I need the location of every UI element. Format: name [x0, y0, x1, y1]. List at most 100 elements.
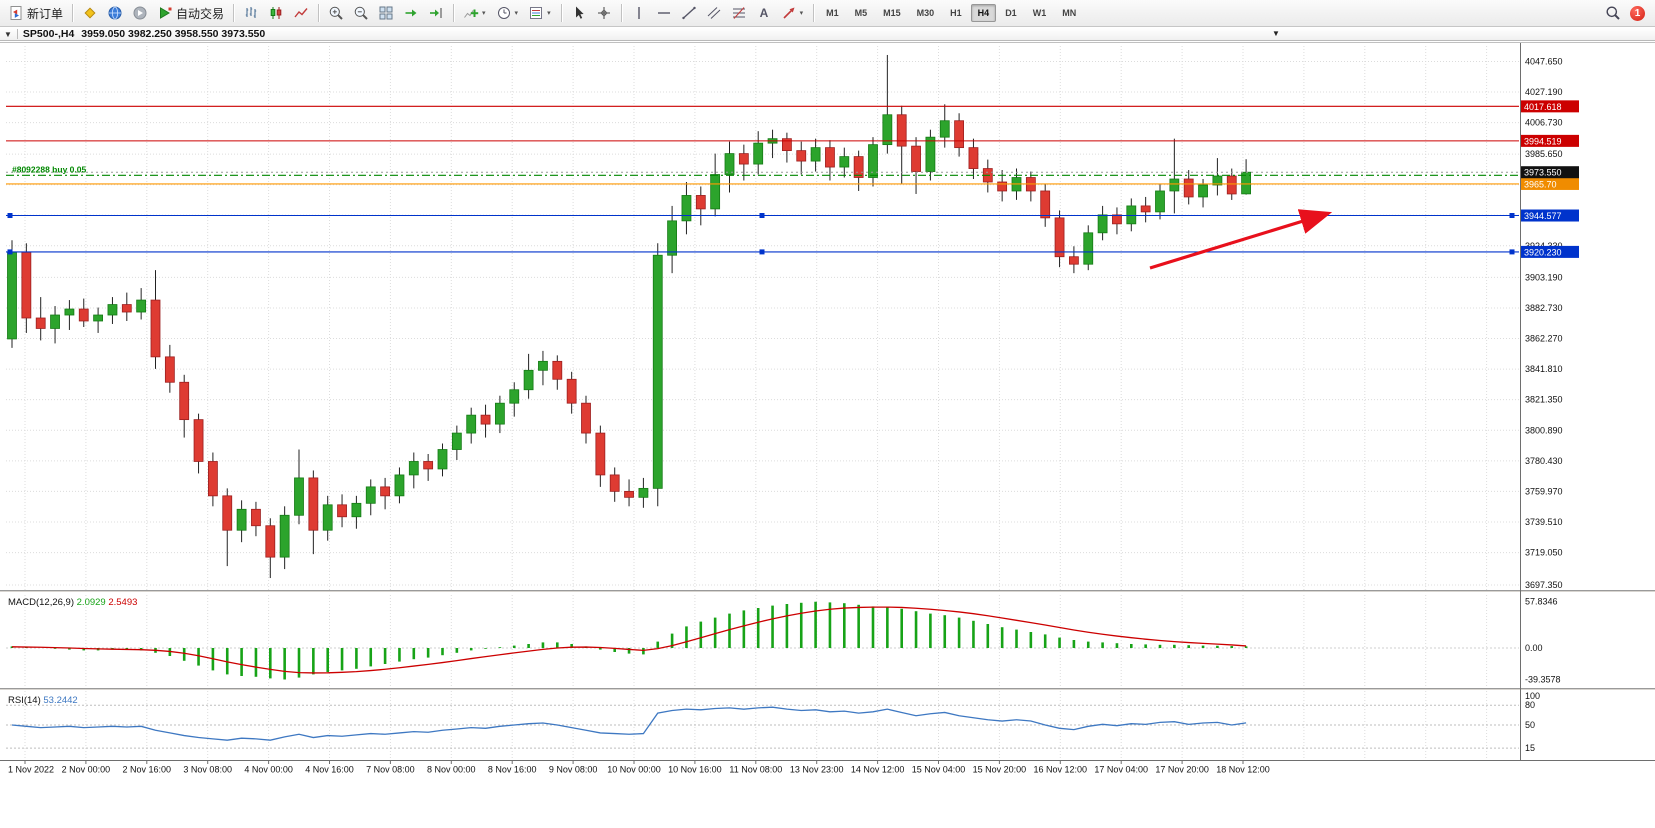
fibonacci-icon: [732, 7, 745, 19]
market-button[interactable]: [103, 2, 127, 24]
price-axis-label: 3739.510: [1525, 517, 1563, 527]
horizontal-line-button[interactable]: [652, 2, 676, 24]
templates-button[interactable]: ▾: [524, 2, 556, 24]
arrows-button[interactable]: ▾: [777, 2, 809, 24]
candle-up: [294, 477, 304, 516]
candle-down: [609, 474, 620, 492]
timeframe-button-D1[interactable]: D1: [998, 4, 1024, 22]
toolbar-separator: [453, 4, 455, 22]
line-chart-button[interactable]: [289, 2, 313, 24]
periods-dropdown-icon[interactable]: ▾: [514, 10, 519, 17]
new-order-button[interactable]: 新订单: [4, 2, 67, 24]
timeframe-button-M5[interactable]: M5: [848, 4, 875, 22]
new-order-label: 新订单: [27, 6, 64, 21]
autotrading-button[interactable]: 自动交易: [153, 2, 228, 24]
svg-text:MACD(12,26,9) 2.0929 2.5493: MACD(12,26,9) 2.0929 2.5493: [8, 597, 137, 608]
trend-arrow-object[interactable]: [1149, 209, 1333, 270]
candle-down: [997, 181, 1008, 192]
tile-windows-button[interactable]: [374, 2, 398, 24]
candle-up: [394, 474, 405, 497]
toolbar-separator: [560, 4, 562, 22]
timeframe-button-H4[interactable]: H4: [970, 4, 997, 22]
line-handle: [7, 249, 13, 255]
timeframe-button-M30[interactable]: M30: [910, 4, 942, 22]
timeframe-button-M1[interactable]: M1: [819, 4, 846, 22]
search-button[interactable]: [1601, 2, 1625, 24]
indicators-dropdown-icon[interactable]: ▾: [482, 10, 486, 17]
chart-ohlc-values: 3959.050 3982.250 3958.550 3973.550: [81, 28, 266, 40]
horizontal-line-object[interactable]: [6, 213, 1519, 219]
candle-down: [1040, 190, 1051, 219]
panel-separator[interactable]: [0, 590, 1655, 593]
svg-text:3920.230: 3920.230: [1524, 247, 1562, 257]
time-axis-label: 16 Nov 12:00: [1034, 765, 1088, 775]
periods-clock-icon: [497, 7, 510, 19]
candle-down: [853, 156, 864, 178]
price-badge-line: 3965.70: [1521, 177, 1579, 190]
horizontal-line-object[interactable]: [6, 249, 1519, 255]
timeframe-button-MN[interactable]: MN: [1055, 4, 1083, 22]
toolbar-separator: [233, 4, 235, 22]
price-badge-line: 3944.577: [1521, 209, 1579, 222]
price-badge-line: 3920.230: [1521, 245, 1579, 258]
macd-axis-label: -39.3578: [1525, 674, 1561, 684]
timeframe-button-W1[interactable]: W1: [1026, 4, 1054, 22]
vertical-line-icon: [637, 7, 640, 19]
position-label: #8092288 buy 0.05: [12, 164, 86, 174]
panel-separator[interactable]: [0, 688, 1655, 691]
time-axis-label: 2 Nov 16:00: [123, 765, 172, 775]
candle-up: [753, 142, 764, 165]
candle-down: [695, 195, 706, 210]
position-line[interactable]: #8092288 buy 0.05: [6, 164, 1519, 176]
notification-badge[interactable]: 1: [1630, 5, 1645, 21]
auto-scroll-button[interactable]: [399, 2, 423, 24]
zoom-out-button[interactable]: [349, 2, 373, 24]
trendline-icon: [681, 6, 696, 20]
candle-down: [207, 461, 218, 497]
bid-price-badge: 3973.550: [1521, 166, 1579, 179]
zoom-in-button[interactable]: [324, 2, 348, 24]
bar-chart-button[interactable]: [239, 2, 263, 24]
price-badge-line: 4017.618: [1521, 100, 1579, 113]
market-icon: [108, 6, 122, 20]
candlestick-chart-button[interactable]: [264, 2, 288, 24]
periods-button[interactable]: ▾: [492, 2, 524, 24]
trendline-button[interactable]: [677, 2, 701, 24]
fibonacci-button[interactable]: [727, 2, 751, 24]
templates-icon: [530, 7, 543, 19]
text-label-button[interactable]: A: [752, 2, 776, 24]
svg-text:3973.550: 3973.550: [1524, 168, 1562, 178]
candle-down: [35, 317, 46, 329]
indicators-button[interactable]: ▾: [459, 2, 491, 24]
one-click-trading-collapse-icon[interactable]: ▼: [4, 29, 12, 39]
timeframe-button-M15[interactable]: M15: [876, 4, 908, 22]
toolbar-separator: [72, 4, 74, 22]
candle-down: [222, 495, 233, 531]
cursor-button[interactable]: [567, 2, 591, 24]
candle-down: [624, 490, 634, 498]
arrows-dropdown-icon[interactable]: ▾: [799, 10, 804, 17]
time-axis-label: 15 Nov 04:00: [912, 765, 966, 775]
chart-shift-marker[interactable]: ▼: [1272, 29, 1280, 38]
candle-up: [1212, 175, 1223, 186]
crosshair-button[interactable]: [592, 2, 616, 24]
signals-button[interactable]: [128, 2, 152, 24]
macd-legend: MACD(12,26,9) 2.0929 2.5493: [8, 597, 137, 608]
timeframe-button-H1[interactable]: H1: [943, 4, 969, 22]
vertical-line-button[interactable]: [627, 2, 651, 24]
price-axis-label: 3800.890: [1525, 425, 1563, 435]
equidistant-channel-button[interactable]: [702, 2, 726, 24]
candle-up: [538, 360, 548, 371]
price-axis-label: 4006.730: [1525, 118, 1563, 128]
candle-down: [1112, 214, 1122, 225]
candle-down: [265, 525, 276, 558]
chart-shift-button[interactable]: [424, 2, 448, 24]
price-axis-label: 3780.430: [1525, 456, 1563, 466]
templates-dropdown-icon[interactable]: ▾: [547, 10, 551, 17]
candle-down: [179, 381, 190, 421]
line-handle: [1509, 213, 1515, 219]
metaeditor-button[interactable]: [78, 2, 102, 24]
candle-down: [480, 414, 491, 425]
candle-up: [351, 502, 362, 518]
